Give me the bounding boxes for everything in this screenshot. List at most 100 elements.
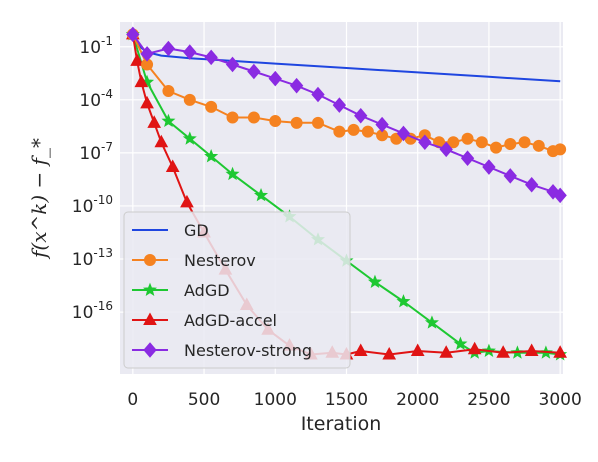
data-point-adgd-accel	[410, 343, 425, 357]
data-point-nesterov-strong	[161, 40, 176, 57]
y-tick-base: 10	[79, 144, 101, 164]
data-point-nesterov-strong	[332, 97, 347, 113]
data-point-adgd	[367, 274, 382, 288]
data-point-adgd	[204, 149, 219, 163]
data-point-adgd	[424, 315, 439, 329]
data-point-nesterov	[532, 139, 545, 152]
data-point-adgd-accel	[382, 346, 397, 360]
data-point-adgd	[396, 294, 411, 308]
y-tick-label: 10-7	[79, 140, 113, 164]
data-point-adgd-accel	[180, 194, 194, 208]
legend-label: Nesterov	[184, 251, 256, 270]
legend-marker	[143, 342, 157, 358]
y-tick-label: 10-4	[79, 87, 113, 111]
data-point-adgd	[161, 113, 176, 128]
data-point-adgd	[225, 166, 240, 181]
data-point-nesterov-strong	[140, 46, 154, 62]
y-tick-exponent: -13	[93, 246, 113, 260]
data-point-nesterov	[361, 125, 374, 138]
legend-label: GD	[184, 221, 209, 240]
data-point-nesterov-strong	[126, 26, 140, 43]
data-point-nesterov	[247, 111, 260, 124]
data-point-adgd-accel	[165, 159, 180, 173]
data-point-nesterov	[447, 136, 460, 149]
data-point-nesterov-strong	[354, 107, 368, 124]
data-point-adgd-accel	[154, 134, 169, 148]
legend: GD Nesterov AdGD AdGD-accel Nesterov-strong	[123, 211, 351, 369]
data-point-nesterov	[269, 115, 282, 128]
y-tick-label: 10-1	[79, 34, 113, 58]
x-tick-label: 1500	[325, 390, 368, 410]
data-point-adgd-accel	[353, 343, 368, 357]
y-tick-exponent: -16	[93, 299, 113, 313]
data-point-adgd	[254, 187, 269, 202]
data-point-nesterov	[311, 116, 324, 129]
data-point-nesterov-strong	[396, 125, 411, 142]
data-point-nesterov-strong	[553, 187, 567, 204]
y-tick-exponent: -7	[101, 140, 113, 154]
data-point-nesterov-strong	[268, 70, 282, 87]
y-tick-exponent: -1	[101, 34, 113, 48]
data-point-nesterov	[518, 136, 531, 149]
data-point-nesterov	[490, 141, 503, 154]
y-tick-base: 10	[72, 197, 94, 217]
y-tick-label: 10-13	[72, 246, 113, 270]
data-point-adgd	[453, 336, 468, 350]
data-point-nesterov-strong	[503, 168, 517, 184]
x-tick-label: 500	[188, 390, 220, 410]
y-tick-base: 10	[79, 91, 101, 111]
data-point-nesterov	[333, 125, 346, 138]
data-point-nesterov-strong	[418, 134, 432, 151]
series-line-nesterov-strong	[131, 33, 561, 197]
data-point-nesterov	[205, 100, 218, 113]
data-point-nesterov	[290, 116, 303, 129]
data-point-adgd-accel	[439, 345, 454, 358]
data-point-adgd-accel	[467, 341, 482, 355]
legend-label: AdGD	[184, 281, 230, 300]
data-point-nesterov	[183, 93, 196, 106]
legend-marker	[142, 282, 158, 296]
x-tick-label: 2500	[467, 390, 510, 410]
data-point-nesterov	[347, 123, 360, 136]
x-tick-label: 2000	[396, 390, 439, 410]
data-point-nesterov-strong	[439, 141, 453, 158]
data-point-adgd	[182, 131, 197, 145]
x-tick-label: 3000	[539, 390, 582, 410]
legend-label: AdGD-accel	[184, 311, 277, 330]
data-point-nesterov-strong	[183, 44, 197, 60]
data-point-adgd-accel	[134, 74, 149, 88]
legend-entry-nesterov-strong: Nesterov-strong	[132, 341, 312, 360]
data-point-adgd-accel	[496, 345, 511, 358]
y-tick-exponent: -4	[101, 87, 113, 101]
data-point-adgd-accel	[147, 115, 162, 128]
data-point-nesterov-strong	[525, 176, 539, 193]
legend-entry-adgd-accel: AdGD-accel	[132, 311, 277, 330]
legend-marker	[143, 312, 157, 325]
legend-entry-adgd: AdGD	[132, 281, 230, 300]
y-tick-base: 10	[72, 250, 94, 270]
data-point-nesterov	[554, 143, 567, 156]
data-point-nesterov-strong	[247, 63, 261, 80]
data-point-nesterov-strong	[289, 77, 304, 94]
data-point-nesterov	[461, 132, 474, 145]
x-tick-label: 0	[127, 390, 138, 410]
data-point-adgd-accel	[553, 345, 567, 358]
data-point-nesterov-strong	[225, 56, 240, 73]
y-tick-base: 10	[79, 38, 101, 58]
legend-entry-nesterov: Nesterov	[132, 251, 256, 270]
data-point-nesterov	[162, 84, 175, 97]
data-point-nesterov	[475, 136, 488, 149]
x-axis-label: Iteration	[301, 413, 382, 435]
legend-box	[123, 211, 351, 369]
data-point-nesterov	[504, 138, 517, 151]
series-nesterov-strong	[126, 26, 567, 204]
data-point-adgd-accel	[524, 343, 539, 357]
legend-label: Nesterov-strong	[184, 341, 312, 360]
data-point-nesterov-strong	[375, 116, 389, 133]
data-point-nesterov	[226, 111, 239, 124]
y-tick-exponent: -10	[93, 193, 113, 207]
tick-labels: 0 500 1000 1500 2000 2500 300010-110-410-710-1…	[72, 34, 582, 410]
x-tick-label: 1000	[254, 390, 297, 410]
data-point-adgd-accel	[130, 53, 144, 66]
